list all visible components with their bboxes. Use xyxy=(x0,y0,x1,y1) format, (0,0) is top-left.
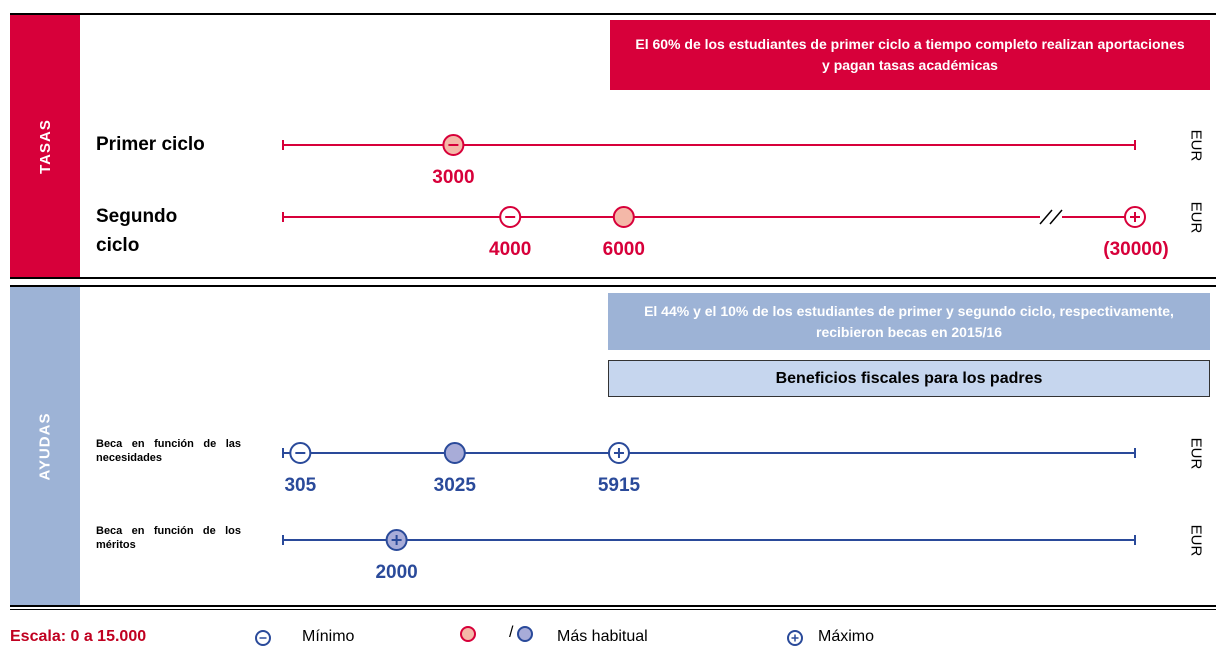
marker-value: 3000 xyxy=(432,167,474,188)
marker-circle xyxy=(460,626,476,642)
marker-mode xyxy=(612,206,635,228)
unit-label: EUR xyxy=(1187,129,1205,162)
marker-value: 6000 xyxy=(603,239,645,260)
legend-scale: Escala: 0 a 15.000 xyxy=(10,628,147,645)
marker-max xyxy=(1124,206,1146,228)
marker-mode xyxy=(460,626,476,642)
unit-label: EUR xyxy=(1187,201,1205,234)
marker-value: (30000) xyxy=(1103,239,1169,260)
marker-min xyxy=(499,206,522,228)
marker-min xyxy=(289,442,312,464)
unit-label: EUR xyxy=(1187,437,1205,470)
legend-mode: Más habitual xyxy=(557,628,648,645)
legend-max: Máximo xyxy=(818,628,875,645)
ayudas-note2: Beneficios fiscales para los padres xyxy=(608,360,1210,397)
marker-value: 4000 xyxy=(489,239,531,260)
marker-value: 305 xyxy=(284,475,316,496)
rule xyxy=(10,605,1216,607)
ayudas-band: AYUDAS xyxy=(10,287,80,605)
marker-max xyxy=(385,529,408,551)
marker-max xyxy=(607,442,630,464)
row-label: Beca en función de las necesidades xyxy=(96,438,241,464)
row-label: Beca en función de los méritos xyxy=(96,525,241,551)
ayudas-note: El 44% y el 10% de los estudiantes de pr… xyxy=(608,293,1210,350)
marker-max xyxy=(787,630,803,646)
unit-label: EUR xyxy=(1187,524,1205,557)
tasas-band: TASAS xyxy=(10,15,80,277)
marker-value: 3025 xyxy=(434,475,477,496)
tasas-note: El 60% de los estudiantes de primer cicl… xyxy=(610,20,1210,90)
marker-circle xyxy=(443,442,466,464)
row-label: Segundo ciclo xyxy=(96,206,178,256)
legend-sep: / xyxy=(509,624,514,641)
marker-value: 2000 xyxy=(375,562,417,583)
rule xyxy=(10,609,1216,610)
marker-circle xyxy=(517,626,533,642)
break-mark xyxy=(1049,209,1063,225)
marker-min xyxy=(442,134,465,156)
marker-mode xyxy=(443,442,466,464)
rule xyxy=(10,277,1216,279)
row-label: Primer ciclo xyxy=(96,134,205,155)
marker-circle xyxy=(612,206,635,228)
marker-min xyxy=(255,630,271,646)
marker-mode xyxy=(517,626,533,642)
rule xyxy=(10,285,1216,287)
break-mark xyxy=(1039,209,1053,225)
rule xyxy=(10,13,1216,15)
legend-min: Mínimo xyxy=(302,628,355,645)
marker-value: 5915 xyxy=(598,475,641,496)
